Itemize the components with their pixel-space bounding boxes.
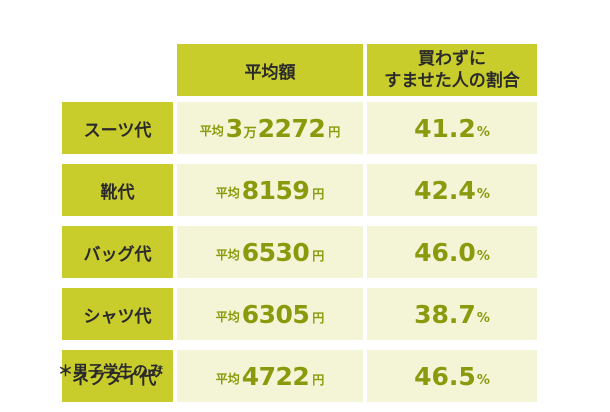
avg-prefix: 平均 xyxy=(199,123,224,138)
table-row: スーツ代 平均 3 万 2272 円 41.2% xyxy=(62,102,541,154)
row-label: 靴代 xyxy=(100,182,135,203)
avg-unit: 円 xyxy=(328,124,341,139)
row-label: シャツ代 xyxy=(83,306,152,327)
header-average-label: 平均額 xyxy=(244,62,296,83)
row-label-cell: 靴代 xyxy=(62,164,173,216)
average-cell: 平均 6305 円 xyxy=(177,288,363,340)
ratio-unit: % xyxy=(476,124,490,140)
ratio-cell: 41.2% xyxy=(367,102,537,154)
row-label-cell: ネクタイ代 * xyxy=(62,350,173,402)
ratio-value: 41.2 xyxy=(414,113,476,143)
ratio-cell: 42.4% xyxy=(367,164,537,216)
average-cell: 平均 3 万 2272 円 xyxy=(177,102,363,154)
avg-unit: 円 xyxy=(312,186,325,201)
avg-value: 4722 xyxy=(241,361,310,391)
avg-man-value: 3 xyxy=(225,113,243,143)
ratio-cell: 46.0% xyxy=(367,226,537,278)
table-row: ネクタイ代 * 平均 4722 円 46.5% xyxy=(62,350,541,402)
avg-value: 6530 xyxy=(241,237,310,267)
footnote-mark: * xyxy=(157,362,164,376)
header-ratio-line1: 買わずに xyxy=(418,49,486,69)
avg-prefix: 平均 xyxy=(215,185,240,200)
avg-prefix: 平均 xyxy=(215,247,240,262)
footnote: ＊男子学生のみ xyxy=(58,362,164,380)
row-label: スーツ代 xyxy=(83,120,152,141)
avg-value: 8159 xyxy=(241,175,310,205)
avg-value: 2272 xyxy=(257,113,326,143)
table-header-row: 平均額 買わずに すませた人の割合 xyxy=(62,44,541,96)
table-row: バッグ代 平均 6530 円 46.0% xyxy=(62,226,541,278)
avg-prefix: 平均 xyxy=(215,371,240,386)
ratio-cell: 38.7% xyxy=(367,288,537,340)
avg-prefix: 平均 xyxy=(215,309,240,324)
avg-man-unit: 万 xyxy=(243,125,257,141)
avg-unit: 円 xyxy=(312,310,325,325)
table-row: 靴代 平均 8159 円 42.4% xyxy=(62,164,541,216)
row-label: ネクタイ代 xyxy=(71,368,157,389)
data-table: 平均額 買わずに すませた人の割合 スーツ代 平均 3 万 2272 円 41.2% 靴代 平均… xyxy=(62,44,541,412)
avg-unit: 円 xyxy=(312,248,325,263)
row-label-cell: スーツ代 xyxy=(62,102,173,154)
average-cell: 平均 6530 円 xyxy=(177,226,363,278)
header-average: 平均額 xyxy=(177,44,363,96)
header-ratio: 買わずに すませた人の割合 xyxy=(367,44,537,96)
ratio-value: 46.0 xyxy=(414,237,476,267)
row-label-cell: バッグ代 xyxy=(62,226,173,278)
ratio-unit: % xyxy=(476,186,490,202)
ratio-cell: 46.5% xyxy=(367,350,537,402)
ratio-value: 42.4 xyxy=(414,175,476,205)
average-cell: 平均 4722 円 xyxy=(177,350,363,402)
ratio-value: 38.7 xyxy=(414,299,476,329)
average-cell: 平均 8159 円 xyxy=(177,164,363,216)
row-label: バッグ代 xyxy=(83,244,152,265)
ratio-value: 46.5 xyxy=(414,361,476,391)
header-ratio-line2: すませた人の割合 xyxy=(384,71,520,91)
header-corner xyxy=(62,44,173,96)
row-label-cell: シャツ代 xyxy=(62,288,173,340)
avg-unit: 円 xyxy=(312,372,325,387)
table-row: シャツ代 平均 6305 円 38.7% xyxy=(62,288,541,340)
avg-value: 6305 xyxy=(241,299,310,329)
ratio-unit: % xyxy=(476,248,490,264)
ratio-unit: % xyxy=(476,372,490,388)
ratio-unit: % xyxy=(476,310,490,326)
